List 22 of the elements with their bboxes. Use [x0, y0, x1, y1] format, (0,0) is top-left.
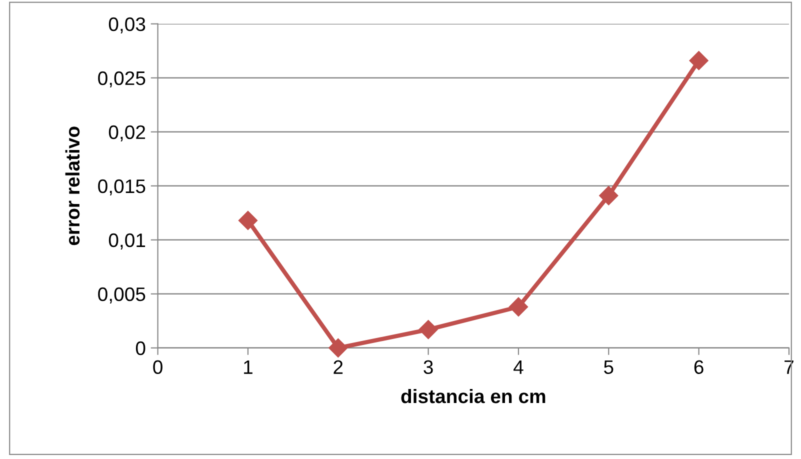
y-axis-title: error relativo	[65, 126, 80, 246]
x-tick-label: 6	[694, 360, 704, 374]
x-tick-label: 5	[604, 360, 614, 374]
y-tick-label: 0,005	[98, 287, 146, 304]
y-tick-label: 0,02	[108, 125, 146, 142]
point	[238, 210, 258, 230]
y-tick-label: 0,015	[98, 179, 146, 196]
x-tick-label: 3	[424, 360, 433, 374]
point	[689, 51, 708, 70]
y-tick-label: 0,025	[98, 71, 146, 88]
x-tick-label: 2	[334, 360, 343, 374]
point	[418, 320, 438, 340]
point	[599, 186, 618, 206]
point	[508, 297, 528, 316]
y-tick-label: 0	[136, 341, 146, 356]
x-tick-label: 1	[244, 360, 252, 374]
x-tick-label: 4	[514, 360, 524, 374]
y-tick-label: 0,01	[108, 233, 146, 250]
y-tick-label: 0,03	[108, 17, 146, 34]
x-axis-title: distancia en cm	[401, 388, 546, 404]
point	[328, 338, 348, 358]
x-tick-label: 0	[153, 360, 162, 374]
